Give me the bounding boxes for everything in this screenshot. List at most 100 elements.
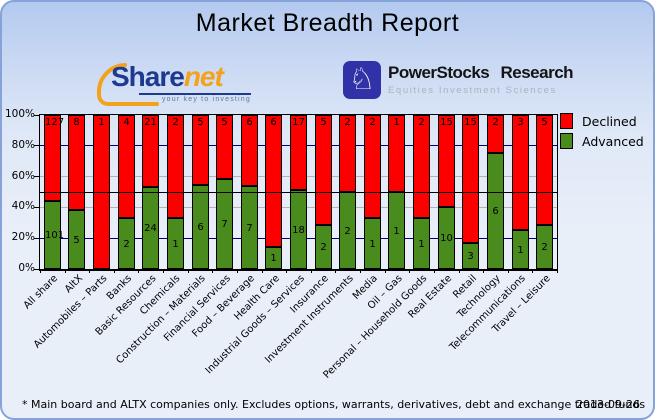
advanced-value-label: 1 bbox=[270, 253, 277, 264]
y-tick-mark bbox=[34, 176, 39, 178]
bar-segment-advanced: 1 bbox=[364, 218, 381, 269]
declined-value-label: 2 bbox=[172, 117, 179, 128]
bar-segment-advanced: 7 bbox=[216, 179, 233, 269]
bar-segment-declined: 2 bbox=[339, 115, 356, 192]
y-tick-label: 40% bbox=[11, 200, 35, 213]
bar-segment-declined: 2 bbox=[167, 115, 184, 218]
footer-date: 2013-09-26 bbox=[576, 398, 640, 411]
bar-industrial-goods-services: 17 18 bbox=[290, 115, 307, 269]
bar-segment-advanced: 5 bbox=[68, 210, 85, 269]
y-tick-mark bbox=[34, 268, 39, 270]
gridline-50 bbox=[40, 191, 557, 193]
declined-value-label: 3 bbox=[517, 117, 524, 128]
bar-segment-declined: 127 bbox=[44, 115, 64, 201]
declined-value-label: 2 bbox=[418, 117, 425, 128]
bar-segment-declined: 2 bbox=[487, 115, 504, 153]
declined-value-label: 15 bbox=[464, 117, 477, 128]
bar-segment-advanced: 1 bbox=[167, 218, 184, 269]
x-tick-mark bbox=[188, 270, 189, 273]
advanced-value-label: 7 bbox=[246, 223, 253, 234]
x-tick-mark bbox=[40, 270, 41, 273]
legend-label-declined: Declined bbox=[582, 113, 637, 129]
advanced-value-label: 2 bbox=[541, 242, 548, 253]
x-tick-mark bbox=[385, 270, 386, 273]
bar-segment-declined: 15 bbox=[462, 115, 479, 243]
advanced-swatch bbox=[560, 133, 573, 149]
bar-segment-declined: 21 bbox=[142, 115, 159, 187]
x-tick-mark bbox=[89, 270, 90, 273]
powerstocks-name: PowerStocks Research bbox=[388, 63, 574, 82]
y-tick-label: 80% bbox=[11, 138, 35, 151]
bar-segment-advanced: 3 bbox=[462, 243, 479, 269]
declined-value-label: 2 bbox=[344, 117, 351, 128]
x-tick-mark bbox=[335, 270, 336, 273]
bar-segment-advanced: 2 bbox=[315, 225, 332, 269]
declined-value-label: 4 bbox=[123, 117, 130, 128]
advanced-value-label: 18 bbox=[292, 225, 305, 236]
x-tick-mark bbox=[459, 270, 460, 273]
bar-segment-declined: 5 bbox=[216, 115, 233, 179]
bar-segment-advanced: 1 bbox=[413, 218, 430, 269]
knight-icon: ♘ bbox=[343, 61, 381, 99]
x-tick-mark bbox=[557, 270, 558, 273]
bar-segment-declined: 8 bbox=[68, 115, 85, 210]
declined-swatch bbox=[560, 113, 573, 129]
sharenet-logo: Sharenet your key to investing bbox=[95, 60, 255, 108]
bar-retail: 15 3 bbox=[462, 115, 479, 269]
sharenet-swoosh-icon bbox=[97, 63, 159, 106]
y-tick-mark bbox=[34, 206, 39, 208]
advanced-value-label: 6 bbox=[492, 206, 499, 217]
advanced-value-label: 7 bbox=[221, 219, 228, 230]
declined-value-label: 5 bbox=[197, 117, 204, 128]
declined-value-label: 5 bbox=[221, 117, 228, 128]
legend-label-advanced: Advanced bbox=[582, 133, 644, 149]
bar-segment-advanced: 101 bbox=[44, 201, 64, 269]
bar-basic-resources: 21 24 bbox=[142, 115, 159, 269]
x-tick-mark bbox=[114, 270, 115, 273]
x-tick-mark bbox=[532, 270, 533, 273]
bar-segment-advanced: 6 bbox=[192, 185, 209, 269]
bar-segment-declined: 2 bbox=[364, 115, 381, 218]
declined-value-label: 21 bbox=[144, 117, 157, 128]
bar-segment-advanced: 1 bbox=[265, 247, 282, 269]
y-tick-label: 20% bbox=[11, 231, 35, 244]
powerstocks-logo: ♘ PowerStocks Research Equities Investme… bbox=[343, 61, 574, 103]
declined-value-label: 17 bbox=[292, 117, 305, 128]
declined-value-label: 5 bbox=[541, 117, 548, 128]
bar-all-share: 127 101 bbox=[44, 115, 64, 269]
bar-segment-declined: 17 bbox=[290, 115, 307, 190]
declined-value-label: 2 bbox=[492, 117, 499, 128]
declined-value-label: 2 bbox=[369, 117, 376, 128]
declined-value-label: 1 bbox=[393, 117, 400, 128]
y-tick-label: 100% bbox=[4, 108, 35, 120]
bar-segment-declined: 6 bbox=[265, 115, 282, 247]
legend-item-declined: Declined bbox=[560, 113, 644, 129]
bar-segment-declined: 15 bbox=[438, 115, 455, 207]
bar-segment-declined: 3 bbox=[512, 115, 529, 230]
advanced-value-label: 1 bbox=[393, 226, 400, 237]
bar-segment-advanced: 2 bbox=[339, 192, 356, 269]
bar-segment-advanced: 2 bbox=[536, 225, 553, 269]
advanced-value-label: 6 bbox=[197, 222, 204, 233]
y-tick-mark bbox=[34, 114, 39, 116]
x-tick-mark bbox=[286, 270, 287, 273]
bar-segment-advanced: 1 bbox=[512, 230, 529, 269]
powerstocks-subtitle: Equities Investment Sciences bbox=[388, 85, 557, 96]
x-tick-mark bbox=[434, 270, 435, 273]
declined-value-label: 6 bbox=[270, 117, 277, 128]
x-tick-mark bbox=[360, 270, 361, 273]
bar-segment-advanced: 2 bbox=[118, 218, 135, 269]
bar-segment-declined: 4 bbox=[118, 115, 135, 218]
x-category-label: All share bbox=[21, 273, 60, 312]
x-tick-mark bbox=[237, 270, 238, 273]
y-tick-mark bbox=[34, 237, 39, 239]
advanced-value-label: 2 bbox=[320, 242, 327, 253]
